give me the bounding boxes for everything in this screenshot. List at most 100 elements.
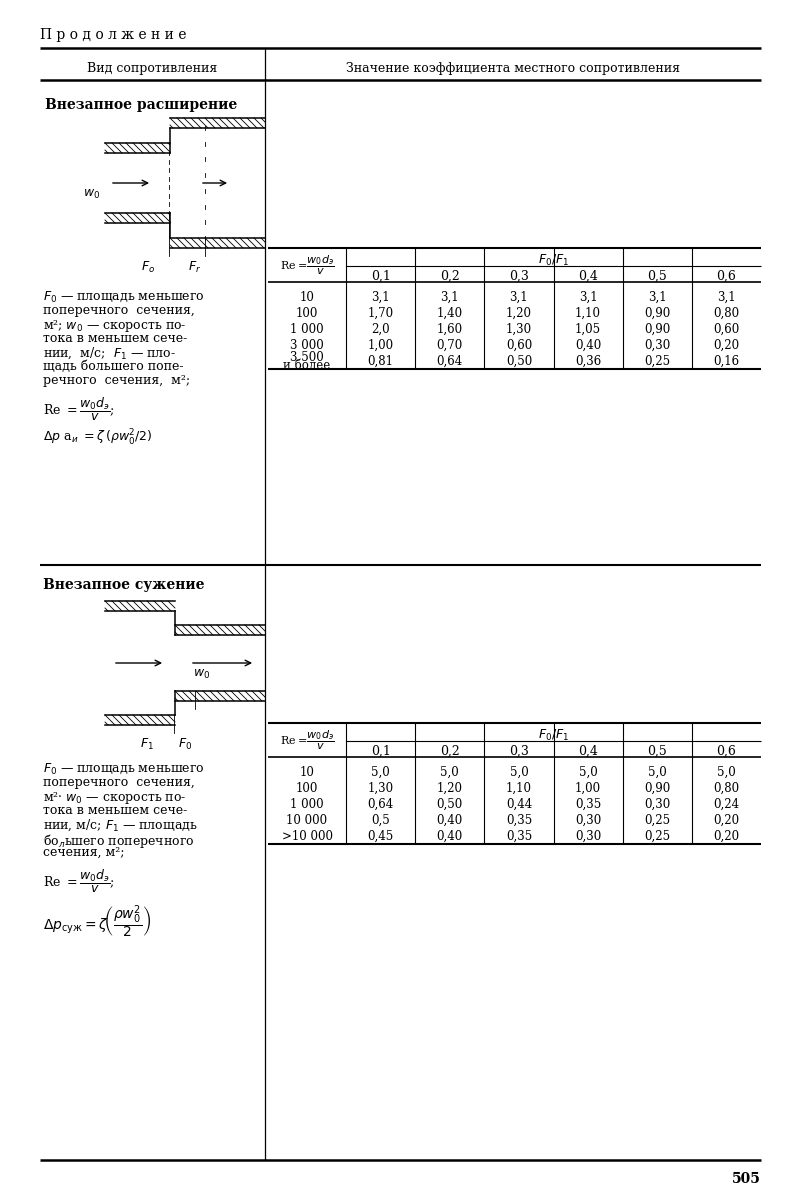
Text: 0,25: 0,25 xyxy=(644,355,670,368)
Text: 3,1: 3,1 xyxy=(648,292,666,304)
Text: нии,  м/с;  $F_1$ — пло-: нии, м/с; $F_1$ — пло- xyxy=(43,347,176,361)
Text: 2,0: 2,0 xyxy=(372,323,390,336)
Text: 3,1: 3,1 xyxy=(509,292,528,304)
Text: $\Delta p$ а$_{и}$ $= \zeta\,(\rho w_0^2/2)$: $\Delta p$ а$_{и}$ $= \zeta\,(\rho w_0^2… xyxy=(43,428,152,448)
Text: 3 000: 3 000 xyxy=(290,339,324,353)
Text: 0,3: 0,3 xyxy=(509,744,529,758)
Text: 0,50: 0,50 xyxy=(437,798,463,811)
Text: 1,00: 1,00 xyxy=(368,339,393,353)
Text: 0,3: 0,3 xyxy=(509,270,529,283)
Text: 0,80: 0,80 xyxy=(714,307,739,320)
Text: 10: 10 xyxy=(300,766,315,779)
Text: 1,70: 1,70 xyxy=(368,307,393,320)
Text: 5,0: 5,0 xyxy=(578,766,598,779)
Text: 0,20: 0,20 xyxy=(714,339,739,353)
Text: 3,1: 3,1 xyxy=(579,292,598,304)
Text: 0,20: 0,20 xyxy=(714,814,739,827)
Text: тока в меньшем сече-: тока в меньшем сече- xyxy=(43,804,187,817)
Text: 0,5: 0,5 xyxy=(647,744,667,758)
Text: 0,2: 0,2 xyxy=(440,744,460,758)
Text: Внезапное расширение: Внезапное расширение xyxy=(45,98,237,112)
Text: 0,24: 0,24 xyxy=(714,798,739,811)
Text: $F_0$: $F_0$ xyxy=(178,737,192,752)
Text: 1,20: 1,20 xyxy=(506,307,532,320)
Text: 1,30: 1,30 xyxy=(368,782,393,795)
Text: нии, м/с; $F_1$ — площадь: нии, м/с; $F_1$ — площадь xyxy=(43,819,198,833)
Text: Re $= \dfrac{w_0 d_э}{v}$;: Re $= \dfrac{w_0 d_э}{v}$; xyxy=(43,396,115,423)
Text: 5,0: 5,0 xyxy=(509,766,529,779)
Text: щадь большего попе-: щадь большего попе- xyxy=(43,360,183,373)
Text: П р о д о л ж е н и е: П р о д о л ж е н и е xyxy=(40,27,187,42)
Text: 5,0: 5,0 xyxy=(648,766,666,779)
Text: 0,25: 0,25 xyxy=(644,814,670,827)
Text: 10: 10 xyxy=(300,292,315,304)
Text: 0,35: 0,35 xyxy=(575,798,602,811)
Text: 0,90: 0,90 xyxy=(644,323,670,336)
Text: $w_0$: $w_0$ xyxy=(83,188,100,201)
Text: 100: 100 xyxy=(296,782,318,795)
Text: 0,40: 0,40 xyxy=(437,831,463,842)
Text: >10 000: >10 000 xyxy=(281,831,332,842)
Text: 3,1: 3,1 xyxy=(441,292,459,304)
Text: 3,1: 3,1 xyxy=(372,292,390,304)
Text: 0,16: 0,16 xyxy=(714,355,739,368)
Text: 0,64: 0,64 xyxy=(368,798,394,811)
Text: сечения, м²;: сечения, м²; xyxy=(43,846,124,859)
Text: 0,80: 0,80 xyxy=(714,782,739,795)
Text: 0,35: 0,35 xyxy=(505,814,532,827)
Text: 0,36: 0,36 xyxy=(575,355,602,368)
Text: 3,1: 3,1 xyxy=(717,292,736,304)
Text: м²· $w_0$ — скорость по-: м²· $w_0$ — скорость по- xyxy=(43,790,187,805)
Text: 0,4: 0,4 xyxy=(578,744,598,758)
Text: 0,64: 0,64 xyxy=(437,355,463,368)
Text: 0,30: 0,30 xyxy=(575,814,602,827)
Text: 5,0: 5,0 xyxy=(371,766,390,779)
Text: $F_r$: $F_r$ xyxy=(188,261,202,275)
Text: Re$=\!\dfrac{w_0 d_э}{v}$: Re$=\!\dfrac{w_0 d_э}{v}$ xyxy=(280,729,334,753)
Text: 1,00: 1,00 xyxy=(575,782,601,795)
Text: 3 500: 3 500 xyxy=(290,351,324,364)
Text: $F_o$: $F_o$ xyxy=(141,261,155,275)
Text: 0,70: 0,70 xyxy=(437,339,463,353)
Text: $F_1$: $F_1$ xyxy=(140,737,154,752)
Text: Внезапное сужение: Внезапное сужение xyxy=(43,578,204,592)
Text: речного  сечения,  м²;: речного сечения, м²; xyxy=(43,374,190,387)
Text: $F_0$ — площадь меньшего: $F_0$ — площадь меньшего xyxy=(43,290,204,305)
Text: 1 000: 1 000 xyxy=(290,798,324,811)
Text: 5,0: 5,0 xyxy=(717,766,736,779)
Text: 0,44: 0,44 xyxy=(505,798,532,811)
Text: 0,30: 0,30 xyxy=(575,831,602,842)
Text: $F_0/F_1$: $F_0/F_1$ xyxy=(538,253,570,268)
Text: 1,10: 1,10 xyxy=(575,307,601,320)
Text: Re $= \dfrac{w_0 d_э}{v}$;: Re $= \dfrac{w_0 d_э}{v}$; xyxy=(43,868,115,895)
Text: 0,35: 0,35 xyxy=(505,831,532,842)
Text: 0,6: 0,6 xyxy=(716,744,736,758)
Text: 1,60: 1,60 xyxy=(437,323,463,336)
Text: 0,20: 0,20 xyxy=(714,831,739,842)
Text: 1,10: 1,10 xyxy=(506,782,532,795)
Text: 0,60: 0,60 xyxy=(714,323,739,336)
Text: $\Delta p_{\rm суж} = \zeta\!\left(\dfrac{\rho w_0^2}{2}\right)$: $\Delta p_{\rm суж} = \zeta\!\left(\dfra… xyxy=(43,903,151,940)
Text: 505: 505 xyxy=(732,1172,761,1185)
Text: 0,5: 0,5 xyxy=(371,814,390,827)
Text: 0,81: 0,81 xyxy=(368,355,393,368)
Text: $F_0$ — площадь меньшего: $F_0$ — площадь меньшего xyxy=(43,762,204,777)
Text: 0,45: 0,45 xyxy=(368,831,394,842)
Text: тока в меньшем сече-: тока в меньшем сече- xyxy=(43,332,187,345)
Text: 1,40: 1,40 xyxy=(437,307,463,320)
Text: 0,90: 0,90 xyxy=(644,782,670,795)
Text: поперечного  сечения,: поперечного сечения, xyxy=(43,304,195,317)
Text: $w_0$: $w_0$ xyxy=(193,668,210,681)
Text: 5,0: 5,0 xyxy=(441,766,459,779)
Text: 1,30: 1,30 xyxy=(506,323,532,336)
Text: поперечного  сечения,: поперечного сечения, xyxy=(43,776,195,789)
Text: 0,90: 0,90 xyxy=(644,307,670,320)
Text: 0,60: 0,60 xyxy=(505,339,532,353)
Text: м²; $w_0$ — скорость по-: м²; $w_0$ — скорость по- xyxy=(43,318,187,333)
Text: 0,5: 0,5 xyxy=(647,270,667,283)
Text: $F_0/F_1$: $F_0/F_1$ xyxy=(538,728,570,743)
Text: 0,25: 0,25 xyxy=(644,831,670,842)
Text: 0,40: 0,40 xyxy=(437,814,463,827)
Text: 0,30: 0,30 xyxy=(644,339,670,353)
Text: 0,30: 0,30 xyxy=(644,798,670,811)
